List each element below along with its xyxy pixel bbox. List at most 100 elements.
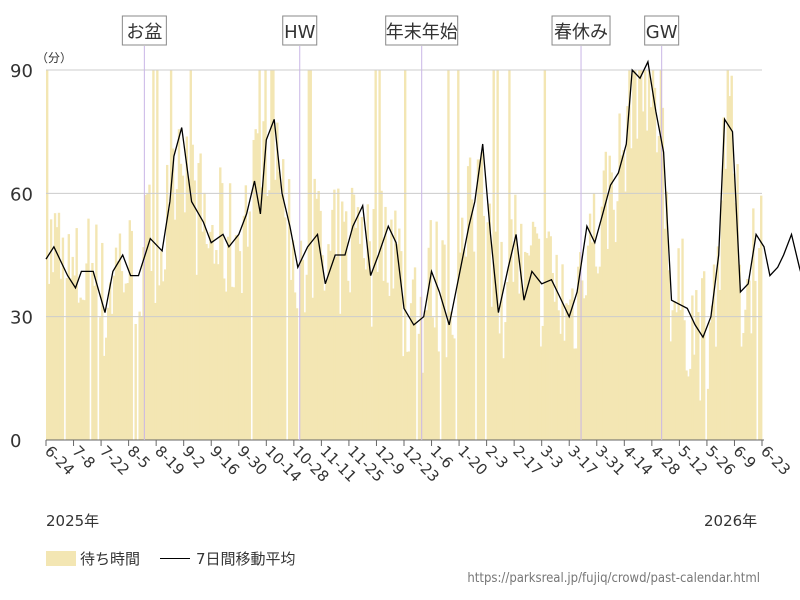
wait-time-bar <box>661 107 665 440</box>
wait-time-bar <box>724 168 727 440</box>
wait-time-bar <box>183 212 187 440</box>
wait-time-bar <box>400 251 403 440</box>
wait-time-bar <box>671 310 674 440</box>
x-axis: 6-247-87-228-58-199-29-169-3010-1410-281… <box>41 440 794 486</box>
wait-time-bar <box>185 136 189 440</box>
wait-time-bar <box>435 221 438 440</box>
wait-time-bar <box>677 248 680 440</box>
wait-time-bar <box>274 179 277 441</box>
wait-time-bar <box>541 325 545 440</box>
wait-time-bar <box>331 209 334 440</box>
wait-time-bar <box>663 228 667 440</box>
wait-time-bar <box>325 281 328 440</box>
holiday-label-box <box>644 15 680 46</box>
wait-time-bar <box>240 292 244 440</box>
x-tick-label: 4-28 <box>647 442 684 479</box>
wait-time-bar <box>529 245 533 440</box>
bar-series <box>46 70 763 441</box>
wait-time-bar <box>590 242 594 440</box>
wait-time-bar <box>531 221 535 440</box>
wait-time-bar <box>404 70 407 440</box>
wait-time-bar <box>732 173 735 440</box>
y-tick-label: 60 <box>10 184 33 205</box>
wait-time-bar <box>744 309 747 440</box>
wait-time-bar <box>187 179 190 441</box>
wait-time-bar <box>598 266 602 440</box>
wait-time-bar <box>581 280 584 440</box>
wait-time-bar <box>417 333 421 440</box>
wait-time-bar <box>106 307 110 440</box>
wait-time-bar <box>649 107 653 441</box>
wait-time-bar <box>571 288 574 440</box>
wait-time-bar <box>258 70 261 440</box>
wait-time-bar <box>606 248 609 440</box>
wait-time-bar <box>545 238 548 440</box>
wait-time-bar <box>476 159 480 440</box>
wait-time-bar <box>514 194 517 440</box>
wait-time-bar <box>256 133 259 441</box>
wait-time-bar <box>461 217 464 440</box>
wait-time-bar <box>712 264 716 440</box>
wait-time-bar <box>390 219 393 440</box>
wait-time-bar <box>630 148 633 440</box>
wait-time-bar <box>179 163 183 440</box>
wait-time-bar <box>421 372 425 440</box>
wait-time-bar <box>114 247 118 440</box>
x-tick-label: 8-19 <box>151 442 188 479</box>
wait-time-bar <box>327 244 330 440</box>
wait-time-bar <box>510 219 513 440</box>
wait-time-bar <box>164 269 167 440</box>
wait-time-bar <box>221 183 224 441</box>
wait-time-bar <box>449 311 452 440</box>
wait-time-bar <box>463 249 466 440</box>
wait-time-bar <box>158 285 161 440</box>
wait-time-bar <box>319 210 322 440</box>
wait-time-bar <box>563 340 566 440</box>
wait-time-bar <box>555 254 558 440</box>
wait-time-bar <box>195 274 198 440</box>
wait-time-bar <box>360 216 364 440</box>
wait-time-bar <box>93 285 96 440</box>
wait-time-bar <box>252 139 255 441</box>
wait-time-bar <box>344 211 348 440</box>
wait-time-bar <box>47 283 51 440</box>
wait-time-bar <box>722 117 726 440</box>
wait-time-bar <box>116 260 120 440</box>
x-tick-label: 9-16 <box>206 442 243 479</box>
wait-time-bar <box>95 224 98 440</box>
wait-time-bar <box>628 70 631 440</box>
wait-time-bar <box>75 228 78 440</box>
wait-time-bar <box>301 259 305 440</box>
wait-time-bar <box>321 255 324 440</box>
wait-time-bar <box>142 247 145 440</box>
wait-time-bar <box>280 194 283 440</box>
wait-time-bar <box>323 290 326 440</box>
wait-time-bar <box>740 346 743 440</box>
wait-time-bar <box>348 292 352 440</box>
wait-time-bar <box>103 355 106 440</box>
wait-time-bar <box>748 280 751 440</box>
wait-time-bar <box>144 195 147 440</box>
wait-time-bar <box>175 189 179 440</box>
wait-time-bar <box>238 251 242 440</box>
wait-time-bar <box>77 302 80 440</box>
wait-time-bar <box>169 70 173 440</box>
wait-time-bar <box>750 333 753 440</box>
wait-time-bar <box>567 305 570 440</box>
wait-time-bar <box>358 243 362 440</box>
wait-time-bar <box>105 337 108 440</box>
wait-time-bar <box>205 244 208 440</box>
wait-time-bar <box>394 210 397 440</box>
wait-time-bar <box>343 221 346 440</box>
wait-time-bar <box>492 70 495 440</box>
x-tick-label: 6-23 <box>757 442 794 479</box>
wait-time-bar <box>232 287 236 440</box>
wait-time-bar <box>730 75 733 440</box>
wait-time-bar <box>211 225 214 440</box>
wait-time-bar <box>278 171 281 440</box>
wait-time-bar <box>226 236 230 440</box>
wait-time-bar <box>547 231 550 440</box>
wait-time-bar <box>586 245 590 440</box>
wait-time-bar <box>65 277 69 440</box>
wait-time-bar <box>364 269 368 440</box>
